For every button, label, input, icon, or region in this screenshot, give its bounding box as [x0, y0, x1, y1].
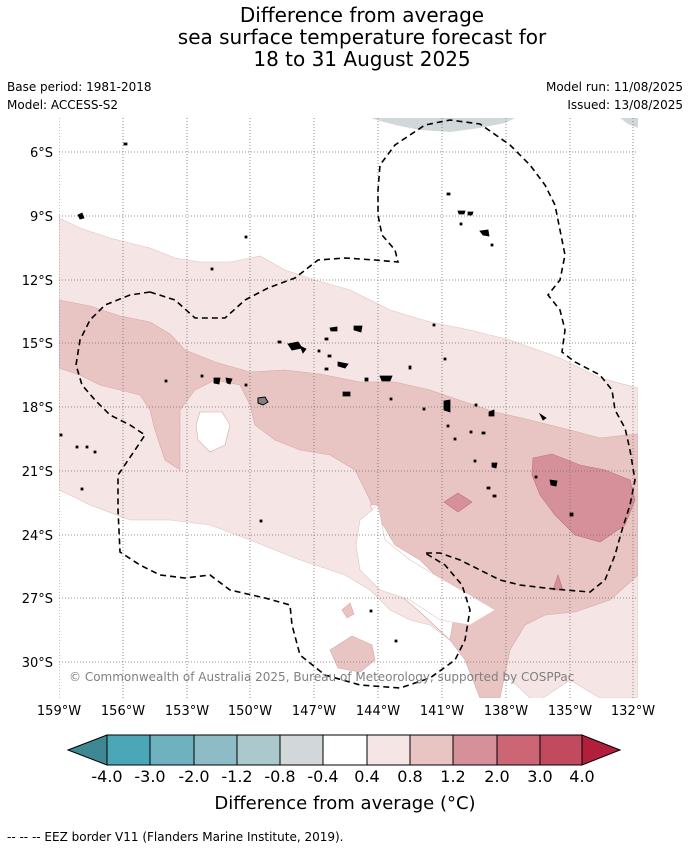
colorbar-label: 3.0 — [527, 767, 552, 786]
colorbar-cell — [149, 734, 195, 766]
lat-label: 24°S — [22, 529, 53, 544]
negative-anomaly-patch-2 — [620, 118, 638, 128]
map-plot-area: © Commonwealth of Australia 2025, Bureau… — [59, 118, 638, 698]
lon-label: 138°W — [484, 704, 528, 719]
longitude-labels: 159°W 156°W 153°W 150°W 147°W 144°W 141°… — [37, 704, 655, 719]
anomaly-patch-b — [341, 602, 355, 619]
colorbar-label: 1.2 — [440, 767, 465, 786]
colorbar-cell — [193, 734, 238, 766]
model-run: Model run: 11/08/2025 — [545, 80, 683, 94]
anomaly-gap-1 — [195, 411, 231, 453]
eez-border-cook-islands — [75, 291, 471, 689]
model-name: Model: ACCESS-S2 — [7, 98, 119, 112]
lat-label: 21°S — [22, 465, 53, 480]
colorbar-label: 4.0 — [569, 767, 594, 786]
lat-label: 27°S — [22, 592, 53, 607]
colorbar-label: -4.0 — [91, 767, 122, 786]
chart-title: Difference from average sea surface temp… — [0, 4, 690, 70]
lat-label: 15°S — [22, 337, 53, 352]
colorbar-label: -0.8 — [264, 767, 295, 786]
colorbar-cells — [106, 734, 583, 766]
colorbar-label: 0.8 — [397, 767, 422, 786]
anomaly-patch-c — [443, 492, 473, 513]
lon-label: 141°W — [420, 704, 464, 719]
lat-label: 12°S — [22, 274, 53, 289]
islands — [59, 142, 574, 643]
colorbar: -4.0 -3.0 -2.0 -1.2 -0.8 -0.4 0.4 0.8 1.2 2.0 3.0 4… — [66, 734, 622, 786]
lon-label: 159°W — [37, 704, 81, 719]
lon-label: 150°W — [228, 704, 272, 719]
lat-label: 9°S — [30, 210, 53, 225]
lon-label: 156°W — [101, 704, 145, 719]
colorbar-cell — [409, 734, 454, 766]
colorbar-cell — [366, 734, 411, 766]
eez-borders — [75, 119, 636, 689]
base-period: Base period: 1981-2018 — [7, 80, 152, 94]
colorbar-cell — [322, 734, 368, 766]
sst-anomaly-map: © Commonwealth of Australia 2025, Bureau… — [22, 118, 655, 719]
eez-border-french-polynesia — [149, 119, 636, 593]
lon-label: 135°W — [548, 704, 592, 719]
anomaly-patch-d — [552, 574, 564, 591]
anomaly-band-1-2 — [531, 453, 636, 543]
colorbar-title: Difference from average (°C) — [214, 793, 476, 814]
title-line-3: 18 to 31 August 2025 — [253, 47, 471, 71]
colorbar-labels: -4.0 -3.0 -2.0 -1.2 -0.8 -0.4 0.4 0.8 1.2 2.0 3.0 4… — [91, 767, 594, 786]
negative-anomaly-patch-1 — [370, 118, 515, 132]
latitude-labels: 6°S 9°S 12°S 15°S 18°S 21°S 24°S 27°S 30… — [22, 146, 53, 671]
colorbar-label: -2.0 — [178, 767, 209, 786]
anomaly-patch-a — [329, 635, 376, 673]
lat-label: 18°S — [22, 401, 53, 416]
island-rarotonga — [257, 396, 269, 406]
gridlines — [59, 118, 638, 698]
lon-label: 144°W — [356, 704, 400, 719]
colorbar-label: -1.2 — [221, 767, 252, 786]
lon-label: 153°W — [165, 704, 209, 719]
meta-left: Base period: 1981-2018 Model: ACCESS-S2 — [7, 78, 152, 114]
colorbar-cell — [279, 734, 324, 766]
colorbar-under-arrow — [66, 734, 108, 766]
colorbar-label: -0.4 — [307, 767, 338, 786]
colorbar-cell — [496, 734, 541, 766]
colorbar-over-arrow — [581, 734, 622, 766]
issued-date: Issued: 13/08/2025 — [567, 98, 683, 112]
title-line-1: Difference from average — [239, 3, 485, 27]
lat-label: 30°S — [22, 656, 53, 671]
colorbar-cell — [452, 734, 498, 766]
meta-right: Model run: 11/08/2025 Issued: 13/08/2025 — [546, 78, 683, 114]
colorbar-label: 2.0 — [484, 767, 509, 786]
lat-label: 6°S — [30, 146, 53, 161]
anomaly-gap-3 — [355, 504, 496, 626]
colorbar-label: -3.0 — [134, 767, 165, 786]
lon-label: 147°W — [292, 704, 336, 719]
colorbar-label: 0.4 — [354, 767, 379, 786]
colorbar-cell — [106, 734, 151, 766]
eez-legend-note: -- -- -- EEZ border V11 (Flanders Marine… — [7, 830, 344, 844]
colorbar-cell — [539, 734, 583, 766]
lon-label: 132°W — [611, 704, 655, 719]
anomaly-band-0-8 — [59, 299, 638, 698]
title-line-2: sea surface temperature forecast for — [177, 25, 547, 49]
copyright-notice: © Commonwealth of Australia 2025, Bureau… — [69, 670, 574, 684]
colorbar-cell — [236, 734, 281, 766]
